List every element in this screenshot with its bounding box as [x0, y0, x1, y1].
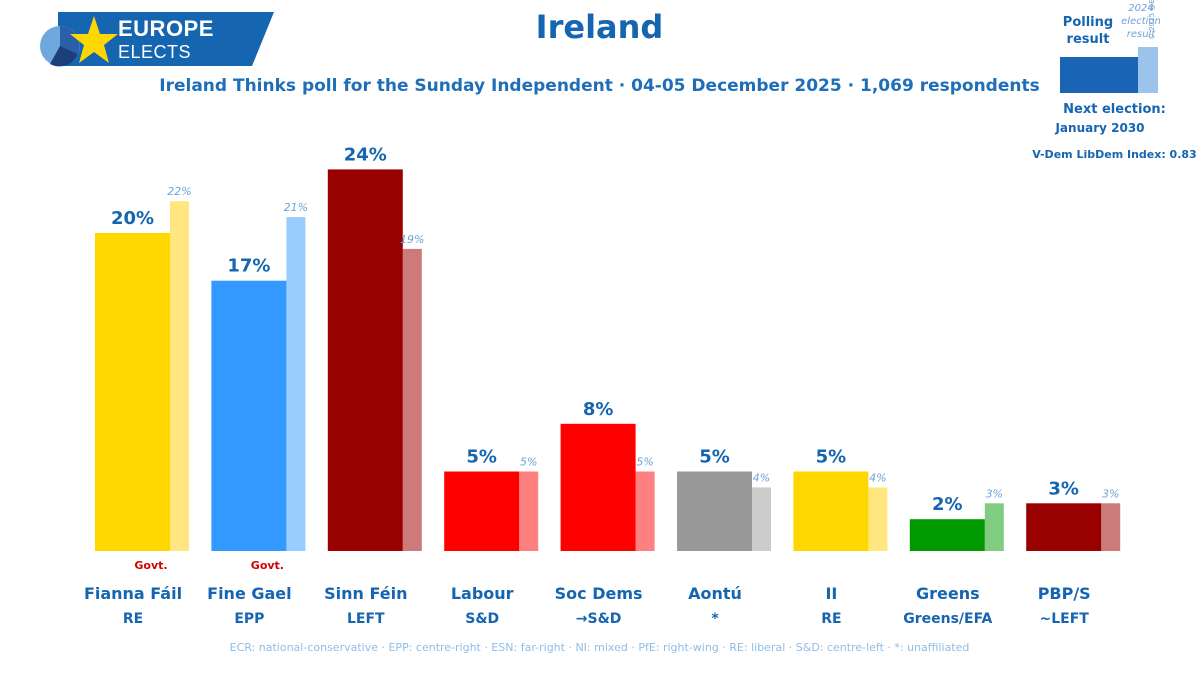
election-bar — [1101, 503, 1121, 551]
election-value-label: 21% — [284, 201, 308, 214]
page-title: Ireland — [535, 8, 664, 46]
logo-graphic — [40, 12, 274, 67]
election-value-label: 22% — [167, 185, 191, 198]
group-label: EPP — [234, 611, 264, 627]
vdem-index: V-Dem LibDem Index: 0.83 — [1032, 148, 1197, 161]
govt-label: Govt. — [134, 559, 167, 572]
poll-bar — [677, 471, 752, 551]
group-label: Greens/EFA — [903, 611, 992, 627]
logo-line1: EUROPE — [118, 16, 214, 41]
election-bar — [519, 471, 539, 551]
group-label: →S&D — [576, 611, 622, 627]
poll-value-label: 2% — [932, 494, 963, 515]
election-value-label: 4% — [753, 471, 770, 484]
poll-bar — [95, 233, 170, 551]
govt-label: Govt. — [251, 559, 284, 572]
legend-polling-swatch — [1060, 57, 1138, 93]
party-label: PBP/S — [1038, 584, 1091, 603]
party-label: Fianna Fáil — [84, 584, 182, 603]
poll-value-label: 3% — [1048, 478, 1079, 499]
group-label: S&D — [465, 611, 499, 627]
election-value-label: 3% — [986, 487, 1003, 500]
legend-election-label: 2024 election result — [1121, 3, 1161, 40]
election-value-label: 3% — [1102, 487, 1119, 500]
poll-value-label: 5% — [699, 447, 730, 468]
poll-value-label: 17% — [227, 256, 270, 277]
party-label: Labour — [451, 584, 514, 603]
election-value-label: 4% — [869, 471, 886, 484]
election-bar — [752, 487, 771, 551]
party-label: Fine Gael — [207, 584, 292, 603]
party-label: Aontú — [688, 584, 742, 603]
poll-bar — [1026, 503, 1102, 551]
footer-note: ECR: national-conservative · EPP: centre… — [229, 641, 970, 654]
election-bar — [635, 471, 655, 551]
election-bar — [868, 487, 888, 551]
poll-value-label: 20% — [111, 208, 154, 229]
poll-value-label: 5% — [816, 447, 847, 468]
election-bar — [286, 217, 306, 551]
election-value-label: 5% — [520, 456, 537, 469]
election-bar — [984, 503, 1004, 551]
party-label: Greens — [916, 584, 980, 603]
group-label: LEFT — [347, 611, 385, 627]
poll-value-label: 24% — [344, 144, 387, 165]
poll-bar — [211, 280, 287, 551]
group-label: ~LEFT — [1040, 611, 1090, 627]
poll-value-label: 5% — [466, 447, 497, 468]
next-election-label: Next election: — [1063, 102, 1166, 117]
poll-bar — [560, 423, 636, 551]
europe-elects-logo: EUROPE ELECTS — [38, 12, 278, 70]
party-label: Soc Dems — [555, 584, 643, 603]
poll-bar — [793, 471, 869, 551]
legend-election-swatch — [1138, 47, 1158, 93]
party-label: II — [825, 584, 837, 603]
poll-subtitle: Ireland Thinks poll for the Sunday Indep… — [159, 76, 1040, 96]
poll-value-label: 8% — [583, 399, 614, 420]
logo-line2: ELECTS — [118, 42, 192, 62]
election-value-label: 19% — [400, 233, 424, 246]
poll-bar — [327, 169, 403, 551]
group-label: * — [711, 611, 719, 627]
election-value-label: 5% — [636, 456, 653, 469]
election-bar — [170, 201, 189, 551]
legend-key: Polling result 2024 election result © 20… — [1030, 0, 1199, 170]
party-label: Sinn Féin — [324, 584, 407, 603]
next-election-date: January 2030 — [1055, 121, 1145, 135]
group-label: RE — [821, 611, 841, 627]
poll-bar — [909, 519, 985, 551]
legend-polling-label: Polling result — [1062, 15, 1114, 47]
poll-bar — [444, 471, 520, 551]
group-label: RE — [123, 611, 143, 627]
election-bar — [402, 248, 422, 551]
